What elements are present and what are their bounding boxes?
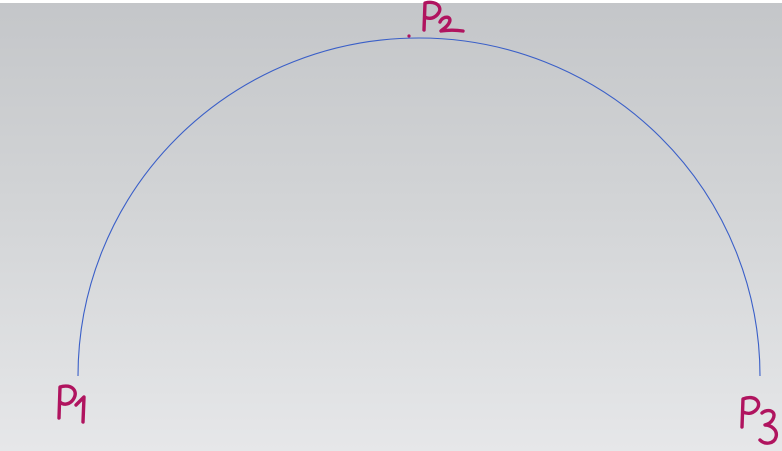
point-p2-marker: [407, 34, 411, 38]
point-label-p3: [740, 395, 779, 445]
top-border: [0, 0, 782, 3]
point-label-p2: [422, 0, 465, 33]
point-label-p1: [57, 384, 86, 424]
arc-curve: [77, 37, 761, 377]
